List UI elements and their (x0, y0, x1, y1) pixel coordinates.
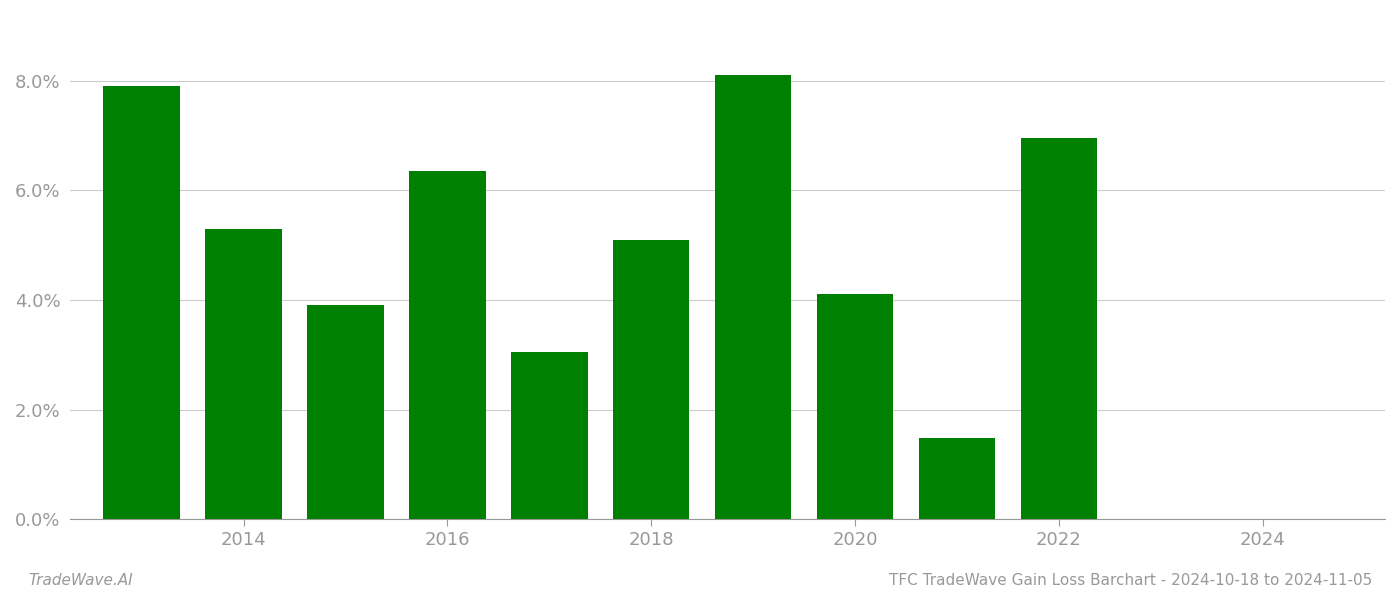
Bar (715, 75, 791, 519)
Bar (104, 86, 181, 519)
Text: TradeWave.AI: TradeWave.AI (28, 573, 133, 588)
Bar (307, 305, 384, 519)
Bar (206, 229, 281, 519)
Bar (918, 438, 995, 519)
Bar (1021, 139, 1098, 519)
Text: TFC TradeWave Gain Loss Barchart - 2024-10-18 to 2024-11-05: TFC TradeWave Gain Loss Barchart - 2024-… (889, 573, 1372, 588)
Bar (816, 295, 893, 519)
Bar (613, 239, 689, 519)
Bar (511, 352, 588, 519)
Bar (409, 171, 486, 519)
